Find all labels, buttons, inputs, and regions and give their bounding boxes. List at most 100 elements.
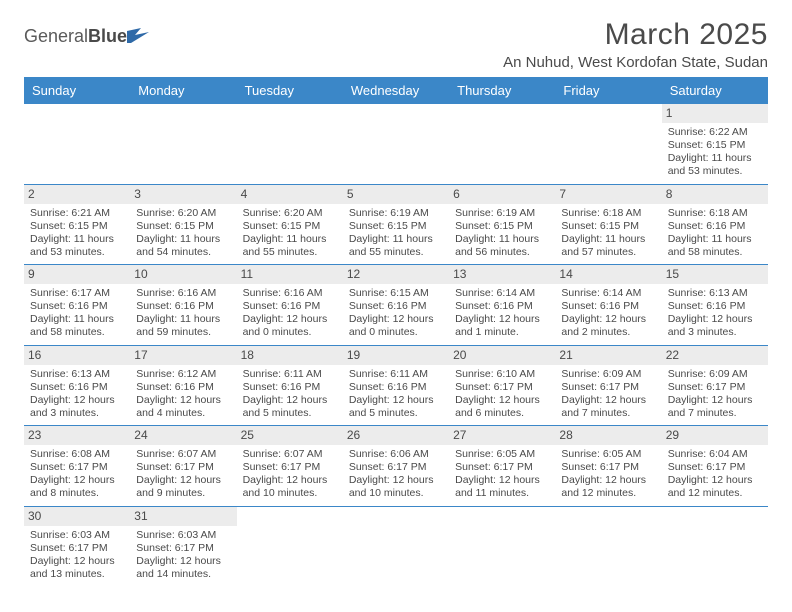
daylight-text: Daylight: 12 hours and 12 minutes. (668, 474, 762, 500)
sunset-text: Sunset: 6:15 PM (455, 220, 549, 233)
sunrise-text: Sunrise: 6:21 AM (30, 207, 124, 220)
sunset-text: Sunset: 6:16 PM (243, 300, 337, 313)
calendar-cell: 24Sunrise: 6:07 AMSunset: 6:17 PMDayligh… (130, 426, 236, 507)
daylight-text: Daylight: 12 hours and 9 minutes. (136, 474, 230, 500)
day-number: 29 (662, 426, 768, 445)
title-block: March 2025 An Nuhud, West Kordofan State… (503, 18, 768, 71)
sunrise-text: Sunrise: 6:03 AM (136, 529, 230, 542)
calendar-cell: 29Sunrise: 6:04 AMSunset: 6:17 PMDayligh… (662, 426, 768, 507)
location-subtitle: An Nuhud, West Kordofan State, Sudan (503, 54, 768, 71)
sunrise-text: Sunrise: 6:19 AM (455, 207, 549, 220)
daylight-text: Daylight: 12 hours and 7 minutes. (561, 394, 655, 420)
day-number: 23 (24, 426, 130, 445)
day-number: 4 (237, 185, 343, 204)
dayhead-sunday: Sunday (24, 77, 130, 104)
daylight-text: Daylight: 11 hours and 55 minutes. (349, 233, 443, 259)
sunrise-text: Sunrise: 6:09 AM (668, 368, 762, 381)
sunset-text: Sunset: 6:17 PM (561, 461, 655, 474)
day-number: 17 (130, 346, 236, 365)
calendar-cell (555, 506, 661, 586)
sunrise-text: Sunrise: 6:16 AM (243, 287, 337, 300)
day-number: 7 (555, 185, 661, 204)
sunset-text: Sunset: 6:16 PM (455, 300, 549, 313)
daylight-text: Daylight: 12 hours and 4 minutes. (136, 394, 230, 420)
day-number: 9 (24, 265, 130, 284)
sunset-text: Sunset: 6:15 PM (30, 220, 124, 233)
daylight-text: Daylight: 12 hours and 5 minutes. (243, 394, 337, 420)
calendar-cell (449, 104, 555, 184)
daylight-text: Daylight: 11 hours and 59 minutes. (136, 313, 230, 339)
sunset-text: Sunset: 6:16 PM (668, 300, 762, 313)
calendar-cell: 22Sunrise: 6:09 AMSunset: 6:17 PMDayligh… (662, 345, 768, 426)
daylight-text: Daylight: 12 hours and 7 minutes. (668, 394, 762, 420)
calendar-cell: 17Sunrise: 6:12 AMSunset: 6:16 PMDayligh… (130, 345, 236, 426)
sunrise-text: Sunrise: 6:14 AM (455, 287, 549, 300)
day-number: 1 (662, 104, 768, 123)
logo-bold: Blue (88, 26, 127, 46)
day-number: 21 (555, 346, 661, 365)
daylight-text: Daylight: 12 hours and 11 minutes. (455, 474, 549, 500)
sunset-text: Sunset: 6:16 PM (668, 220, 762, 233)
sunset-text: Sunset: 6:15 PM (349, 220, 443, 233)
calendar-cell (343, 506, 449, 586)
sunset-text: Sunset: 6:17 PM (668, 461, 762, 474)
day-number: 3 (130, 185, 236, 204)
sunrise-text: Sunrise: 6:06 AM (349, 448, 443, 461)
calendar-cell (555, 104, 661, 184)
daylight-text: Daylight: 12 hours and 6 minutes. (455, 394, 549, 420)
calendar-cell (662, 506, 768, 586)
sunset-text: Sunset: 6:16 PM (349, 381, 443, 394)
calendar-cell: 18Sunrise: 6:11 AMSunset: 6:16 PMDayligh… (237, 345, 343, 426)
sunrise-text: Sunrise: 6:14 AM (561, 287, 655, 300)
calendar-cell: 13Sunrise: 6:14 AMSunset: 6:16 PMDayligh… (449, 265, 555, 346)
day-number: 5 (343, 185, 449, 204)
sunset-text: Sunset: 6:17 PM (136, 542, 230, 555)
calendar-cell (237, 506, 343, 586)
sunset-text: Sunset: 6:17 PM (30, 542, 124, 555)
calendar-cell: 28Sunrise: 6:05 AMSunset: 6:17 PMDayligh… (555, 426, 661, 507)
sunset-text: Sunset: 6:17 PM (561, 381, 655, 394)
sunset-text: Sunset: 6:16 PM (30, 300, 124, 313)
day-number: 10 (130, 265, 236, 284)
sunrise-text: Sunrise: 6:09 AM (561, 368, 655, 381)
sunset-text: Sunset: 6:17 PM (668, 381, 762, 394)
daylight-text: Daylight: 11 hours and 54 minutes. (136, 233, 230, 259)
sunset-text: Sunset: 6:17 PM (243, 461, 337, 474)
daylight-text: Daylight: 12 hours and 2 minutes. (561, 313, 655, 339)
sunset-text: Sunset: 6:15 PM (561, 220, 655, 233)
calendar-cell: 16Sunrise: 6:13 AMSunset: 6:16 PMDayligh… (24, 345, 130, 426)
dayhead-tuesday: Tuesday (237, 77, 343, 104)
logo-text: GeneralBlue (24, 26, 127, 47)
sunrise-text: Sunrise: 6:11 AM (349, 368, 443, 381)
sunrise-text: Sunrise: 6:13 AM (668, 287, 762, 300)
calendar-header-row: Sunday Monday Tuesday Wednesday Thursday… (24, 77, 768, 104)
calendar-cell: 25Sunrise: 6:07 AMSunset: 6:17 PMDayligh… (237, 426, 343, 507)
calendar-cell: 10Sunrise: 6:16 AMSunset: 6:16 PMDayligh… (130, 265, 236, 346)
daylight-text: Daylight: 11 hours and 58 minutes. (668, 233, 762, 259)
calendar-cell (449, 506, 555, 586)
calendar-cell: 27Sunrise: 6:05 AMSunset: 6:17 PMDayligh… (449, 426, 555, 507)
daylight-text: Daylight: 11 hours and 57 minutes. (561, 233, 655, 259)
calendar-week-row: 1Sunrise: 6:22 AMSunset: 6:15 PMDaylight… (24, 104, 768, 184)
calendar-cell: 4Sunrise: 6:20 AMSunset: 6:15 PMDaylight… (237, 184, 343, 265)
day-number: 8 (662, 185, 768, 204)
daylight-text: Daylight: 12 hours and 8 minutes. (30, 474, 124, 500)
day-number: 30 (24, 507, 130, 526)
sunrise-text: Sunrise: 6:05 AM (561, 448, 655, 461)
daylight-text: Daylight: 12 hours and 14 minutes. (136, 555, 230, 581)
dayhead-thursday: Thursday (449, 77, 555, 104)
day-number: 26 (343, 426, 449, 445)
day-number: 28 (555, 426, 661, 445)
calendar-cell: 21 Sunrise: 6:09 AMSunset: 6:17 PMDayligh… (555, 345, 661, 426)
calendar-cell: 11Sunrise: 6:16 AMSunset: 6:16 PMDayligh… (237, 265, 343, 346)
calendar-week-row: 30Sunrise: 6:03 AMSunset: 6:17 PMDayligh… (24, 506, 768, 586)
daylight-text: Daylight: 12 hours and 3 minutes. (668, 313, 762, 339)
calendar-cell (343, 104, 449, 184)
sunset-text: Sunset: 6:16 PM (243, 381, 337, 394)
calendar-table: Sunday Monday Tuesday Wednesday Thursday… (24, 77, 768, 586)
sunrise-text: Sunrise: 6:10 AM (455, 368, 549, 381)
sunset-text: Sunset: 6:17 PM (455, 461, 549, 474)
calendar-cell: 7Sunrise: 6:18 AMSunset: 6:15 PMDaylight… (555, 184, 661, 265)
calendar-cell: 2Sunrise: 6:21 AMSunset: 6:15 PMDaylight… (24, 184, 130, 265)
daylight-text: Daylight: 12 hours and 13 minutes. (30, 555, 124, 581)
